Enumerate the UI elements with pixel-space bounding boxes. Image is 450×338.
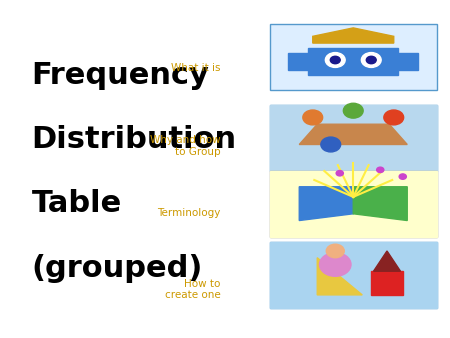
FancyBboxPatch shape (270, 242, 436, 308)
Polygon shape (299, 124, 407, 145)
Circle shape (321, 137, 341, 152)
Circle shape (303, 110, 323, 125)
Polygon shape (317, 258, 362, 295)
Bar (270, 171, 436, 237)
Circle shape (336, 171, 343, 176)
Circle shape (399, 174, 406, 179)
Circle shape (366, 56, 376, 64)
Text: What it is: What it is (171, 63, 220, 73)
Text: How to
create one: How to create one (165, 279, 220, 300)
Text: Why and how
to Group: Why and how to Group (150, 135, 220, 157)
Circle shape (330, 56, 340, 64)
Circle shape (320, 253, 351, 276)
Bar (371, 271, 403, 295)
Circle shape (384, 110, 404, 125)
FancyBboxPatch shape (270, 105, 436, 171)
Polygon shape (353, 187, 407, 221)
Text: (grouped): (grouped) (32, 254, 203, 283)
Circle shape (325, 53, 345, 68)
Bar (270, 242, 436, 308)
Bar (398, 53, 418, 70)
Text: Frequency: Frequency (32, 61, 209, 90)
Bar (270, 105, 436, 171)
Text: Distribution: Distribution (32, 125, 237, 154)
Circle shape (361, 53, 381, 68)
Bar (308, 48, 398, 75)
Polygon shape (313, 28, 394, 43)
Polygon shape (374, 251, 400, 271)
FancyBboxPatch shape (270, 24, 436, 90)
Text: Table: Table (32, 189, 122, 218)
Circle shape (343, 103, 363, 118)
FancyBboxPatch shape (270, 171, 436, 237)
Bar (288, 53, 308, 70)
Polygon shape (299, 187, 353, 221)
Circle shape (377, 167, 384, 173)
Circle shape (326, 244, 344, 258)
Text: Terminology: Terminology (157, 208, 220, 218)
